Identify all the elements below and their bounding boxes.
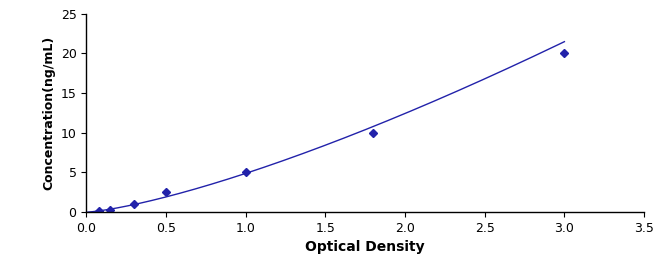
Y-axis label: Concentration(ng/mL): Concentration(ng/mL)	[42, 36, 55, 190]
X-axis label: Optical Density: Optical Density	[305, 240, 425, 254]
